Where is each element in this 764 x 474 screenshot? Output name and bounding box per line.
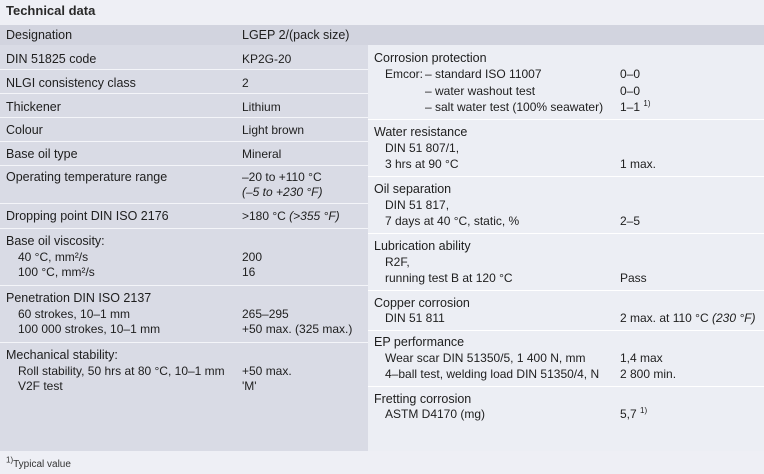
- penetration-100k-value: +50 max. (325 max.): [242, 322, 353, 336]
- din-code-value: KP2G-20: [242, 52, 292, 66]
- colour-label: Colour: [6, 123, 43, 137]
- left-column: [0, 45, 368, 451]
- colour-value: Light brown: [242, 123, 305, 137]
- penetration-100k-label: 100 000 strokes, 10–1 mm: [18, 322, 161, 336]
- footnote-text: Typical value: [13, 459, 71, 470]
- emcor-standard-label: – standard ISO 11007: [425, 67, 542, 81]
- v2f-label: V2F test: [18, 379, 63, 393]
- header-product: LGEP 2/(pack size): [242, 28, 350, 42]
- water-label: Water resistance: [374, 125, 468, 139]
- thickener-label: Thickener: [6, 100, 61, 114]
- emcor-salt-label: – salt water test (100% seawater): [425, 100, 604, 114]
- v2f-value: 'M': [242, 379, 257, 393]
- lubrication-r1: R2F,: [385, 255, 410, 269]
- viscosity-40-label: 40 °C, mm²/s: [18, 250, 89, 264]
- din-code-label: DIN 51825 code: [6, 52, 97, 66]
- astm-label: ASTM D4170 (mg): [385, 407, 486, 421]
- penetration-60-label: 60 strokes, 10–1 mm: [18, 307, 131, 321]
- astm-value: 5,7 1): [620, 406, 648, 422]
- emcor-washout-label: – water washout test: [425, 84, 536, 98]
- lubrication-label: Lubrication ability: [374, 239, 471, 253]
- table-header: [0, 25, 764, 45]
- roll-stability-value: +50 max.: [242, 364, 292, 378]
- base-oil-value: Mineral: [242, 147, 282, 161]
- thickener-value: Lithium: [242, 100, 281, 114]
- copper-value: 2 max. at 110 °C (230 °F): [620, 311, 756, 325]
- right-column: [368, 45, 764, 451]
- op-temp-label: Operating temperature range: [6, 170, 168, 184]
- op-temp-value: –20 to +110 °C: [242, 170, 322, 184]
- oil-sep-r1: DIN 51 817,: [385, 198, 450, 212]
- copper-value-f: (230 °F): [711, 311, 756, 325]
- emcor-washout-value: 0–0: [620, 84, 641, 98]
- wear-scar-label: Wear scar DIN 51350/5, 1 400 N, mm: [385, 351, 586, 365]
- footnote-ref: 1): [643, 99, 651, 108]
- footnote-marker: 1): [6, 455, 14, 465]
- dropping-label: Dropping point DIN ISO 2176: [6, 209, 169, 223]
- dropping-value-f: (>355 °F): [289, 209, 340, 223]
- oil-sep-value: 2–5: [620, 214, 641, 228]
- ep-label: EP performance: [374, 335, 465, 349]
- viscosity-100-value: 16: [242, 265, 256, 279]
- four-ball-label: 4–ball test, welding load DIN 51350/4, N: [385, 367, 600, 381]
- fretting-label: Fretting corrosion: [374, 392, 472, 406]
- roll-stability-label: Roll stability, 50 hrs at 80 °C, 10–1 mm: [18, 364, 225, 378]
- mech-label: Mechanical stability:: [6, 348, 118, 362]
- viscosity-label: Base oil viscosity:: [6, 234, 105, 248]
- nlgi-value: 2: [242, 76, 249, 90]
- penetration-60-value: 265–295: [242, 307, 289, 321]
- four-ball-value: 2 800 min.: [620, 367, 677, 381]
- section-title: Technical data: [6, 3, 96, 18]
- water-value: 1 max.: [620, 157, 657, 171]
- emcor-standard-value: 0–0: [620, 67, 641, 81]
- viscosity-100-label: 100 °C, mm²/s: [18, 265, 95, 279]
- lubrication-r2: running test B at 120 °C: [385, 271, 513, 285]
- copper-r1: DIN 51 811: [385, 311, 445, 325]
- dropping-value: >180 °C (>355 °F): [242, 209, 340, 223]
- footnote: 1)Typical value: [6, 455, 71, 470]
- water-r2: 3 hrs at 90 °C: [385, 157, 459, 171]
- emcor-salt-value: 1–1 1): [620, 99, 651, 115]
- copper-label: Copper corrosion: [374, 296, 470, 310]
- op-temp-value-f: (–5 to +230 °F): [242, 185, 323, 199]
- base-oil-label: Base oil type: [6, 147, 78, 161]
- header-designation: Designation: [6, 28, 73, 42]
- nlgi-label: NLGI consistency class: [6, 76, 136, 90]
- penetration-label: Penetration DIN ISO 2137: [6, 291, 152, 305]
- water-r1: DIN 51 807/1,: [385, 141, 460, 155]
- lubrication-value: Pass: [620, 271, 647, 285]
- wear-scar-value: 1,4 max: [620, 351, 663, 365]
- footnote-ref: 1): [640, 406, 648, 415]
- emcor-label: Emcor:: [385, 67, 424, 81]
- oil-sep-r2: 7 days at 40 °C, static, %: [385, 214, 520, 228]
- viscosity-40-value: 200: [242, 250, 263, 264]
- oil-sep-label: Oil separation: [374, 182, 452, 196]
- corrosion-label: Corrosion protection: [374, 51, 487, 65]
